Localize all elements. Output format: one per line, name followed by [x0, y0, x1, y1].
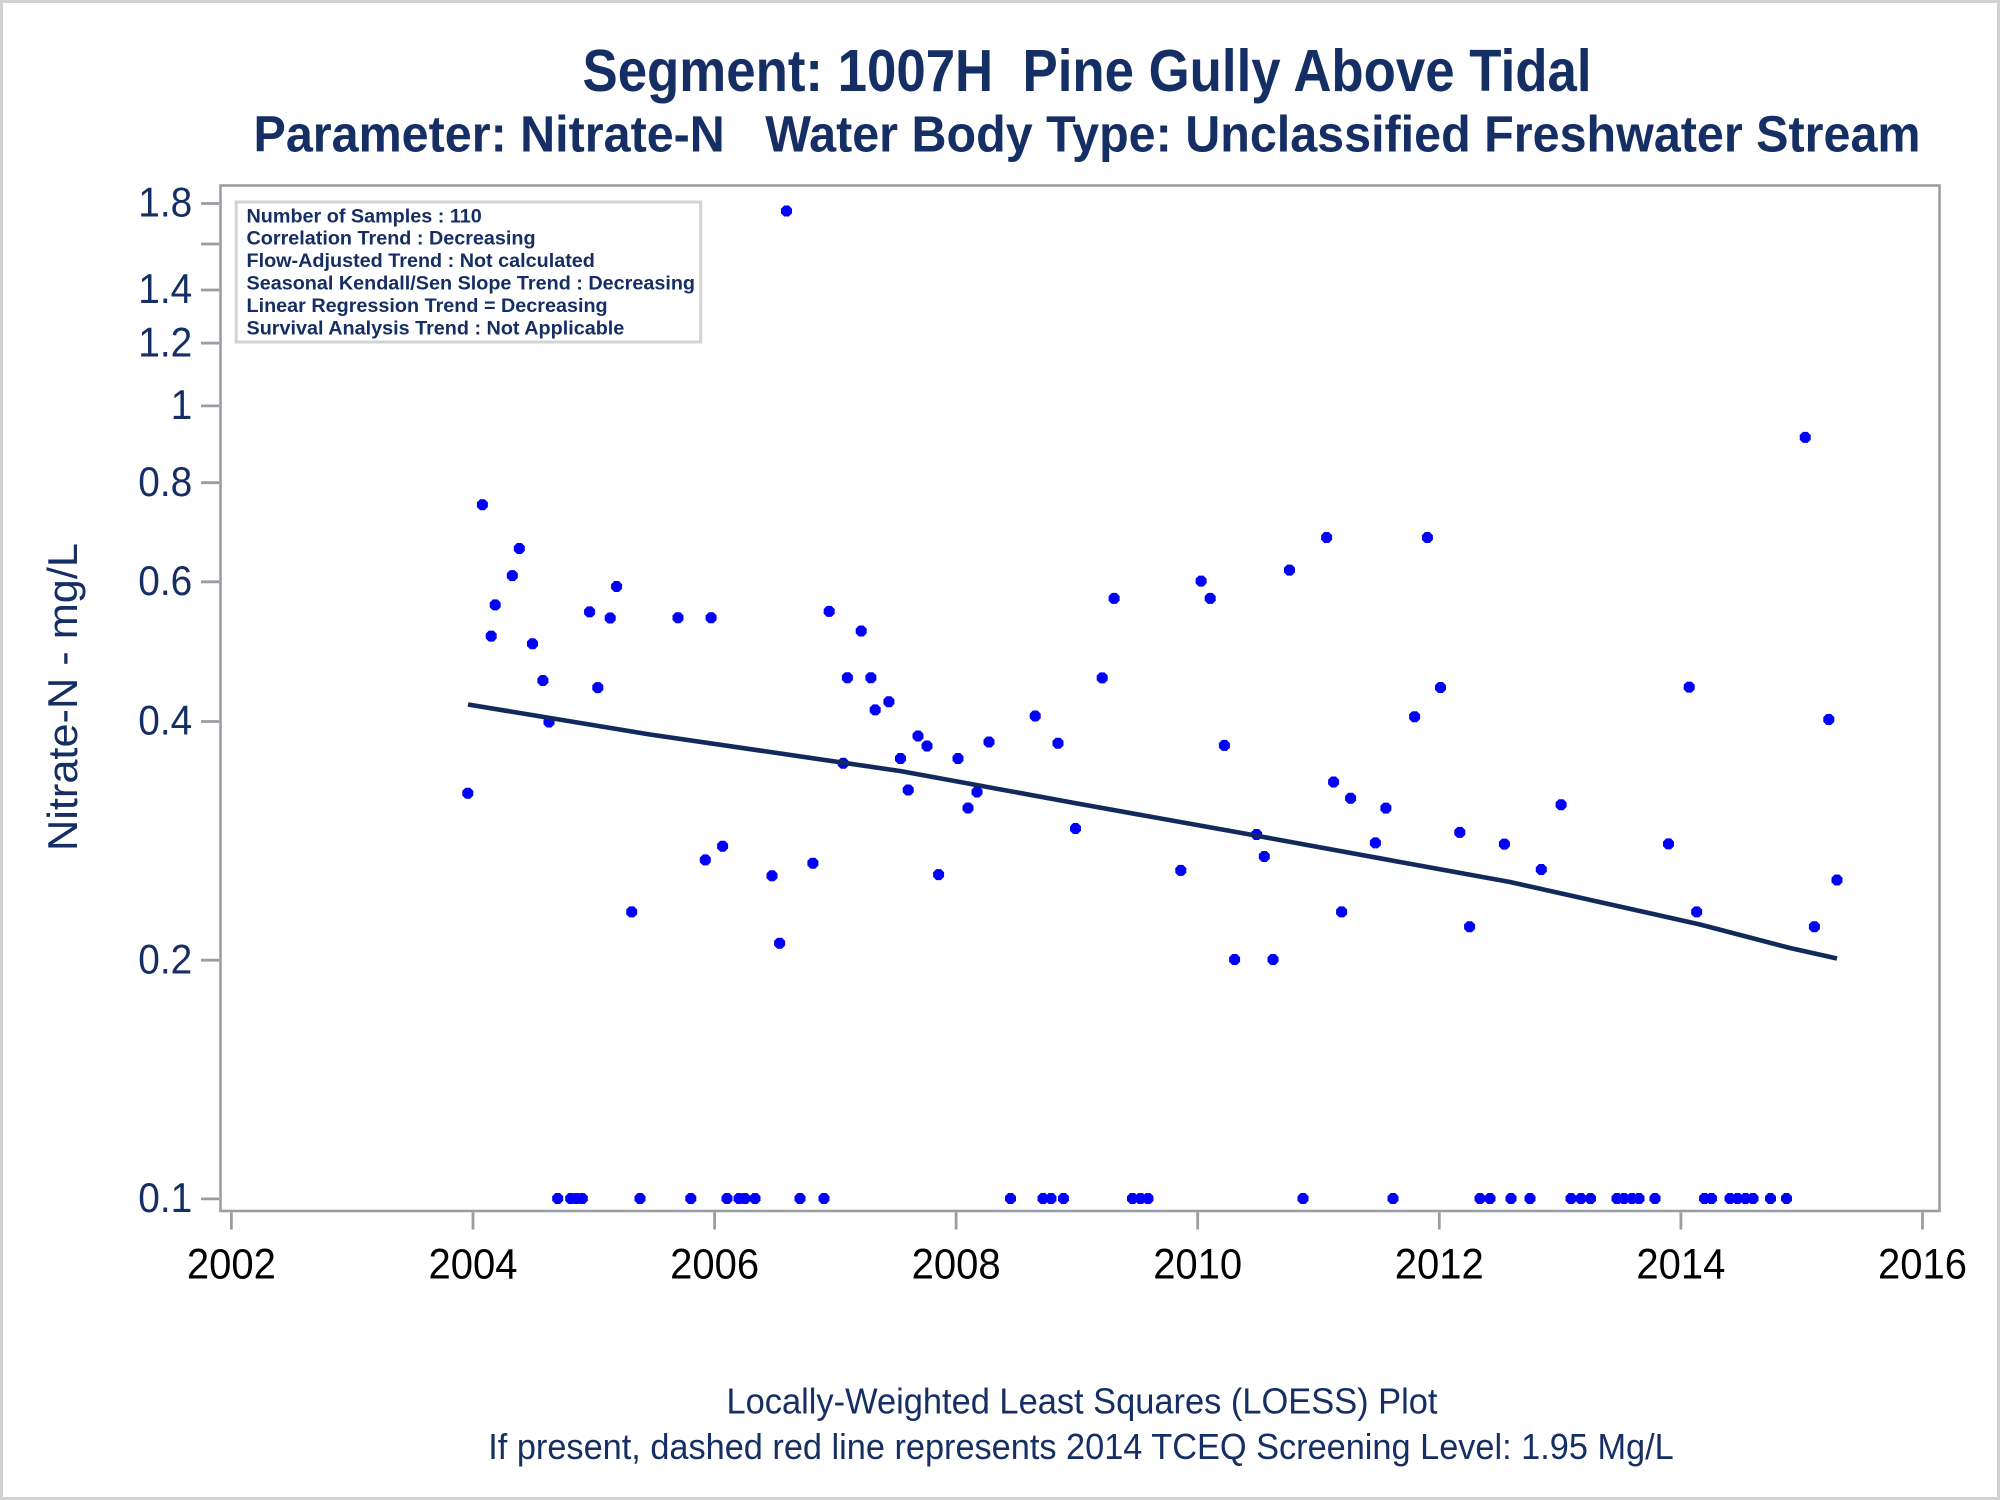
- svg-text:Survival Analysis Trend : Not: Survival Analysis Trend : Not Applicable: [247, 317, 625, 339]
- svg-text:2012: 2012: [1395, 1241, 1484, 1289]
- svg-text:2010: 2010: [1153, 1241, 1242, 1289]
- svg-text:0.2: 0.2: [138, 936, 192, 982]
- svg-text:Locally-Weighted Least Squares: Locally-Weighted Least Squares (LOESS) P…: [727, 1381, 1438, 1422]
- svg-text:2016: 2016: [1878, 1241, 1967, 1289]
- svg-text:If present, dashed red line re: If present, dashed red line represents 2…: [488, 1426, 1674, 1467]
- svg-text:1.4: 1.4: [138, 266, 192, 312]
- svg-text:0.6: 0.6: [138, 558, 192, 604]
- svg-text:1.2: 1.2: [138, 319, 192, 365]
- svg-text:0.8: 0.8: [138, 459, 192, 505]
- svg-text:2004: 2004: [429, 1241, 518, 1289]
- svg-text:2006: 2006: [670, 1241, 759, 1289]
- svg-text:Flow-Adjusted Trend : Not calc: Flow-Adjusted Trend : Not calculated: [247, 250, 595, 272]
- svg-text:Correlation Trend : Decreasing: Correlation Trend : Decreasing: [247, 228, 536, 250]
- svg-text:2002: 2002: [187, 1241, 276, 1289]
- svg-text:Parameter: Nitrate-N Water B: Parameter: Nitrate-N Water Body Type: Un…: [254, 105, 1921, 162]
- svg-text:Linear Regression Trend = Decr: Linear Regression Trend = Decreasing: [247, 295, 608, 317]
- svg-text:1: 1: [171, 382, 193, 428]
- svg-text:2014: 2014: [1636, 1241, 1725, 1289]
- svg-text:Number of Samples : 110: Number of Samples : 110: [247, 205, 482, 227]
- svg-text:Seasonal Kendall/Sen Slope Tre: Seasonal Kendall/Sen Slope Trend : Decre…: [247, 273, 696, 295]
- svg-text:2008: 2008: [912, 1241, 1001, 1289]
- svg-text:Segment: 1007H Pine Gully Abo: Segment: 1007H Pine Gully Above Tidal: [583, 38, 1592, 104]
- svg-text:Nitrate-N - mg/L: Nitrate-N - mg/L: [39, 543, 86, 851]
- svg-text:0.1: 0.1: [138, 1175, 192, 1221]
- svg-text:0.4: 0.4: [138, 698, 192, 744]
- svg-text:1.8: 1.8: [138, 180, 192, 226]
